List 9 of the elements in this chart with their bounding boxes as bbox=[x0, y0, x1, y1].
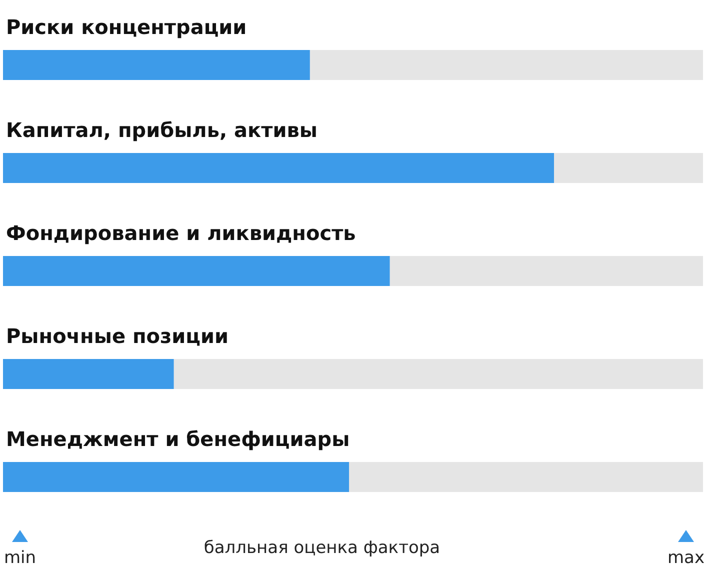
y-tick-label: Фондирование и ликвидность bbox=[6, 221, 356, 245]
annotation: min bbox=[4, 548, 36, 568]
y-tick-label: Риски концентрации bbox=[6, 15, 247, 39]
text: max bbox=[667, 548, 705, 568]
x-axis-title: балльная оценка фактора bbox=[204, 538, 440, 558]
bar bbox=[3, 359, 174, 389]
y-tick-label: Рыночные позиции bbox=[6, 324, 229, 348]
y-tick-label: Капитал, прибыль, активы bbox=[6, 118, 318, 142]
y-tick-label: Менеджмент и бенефициары bbox=[6, 427, 350, 451]
